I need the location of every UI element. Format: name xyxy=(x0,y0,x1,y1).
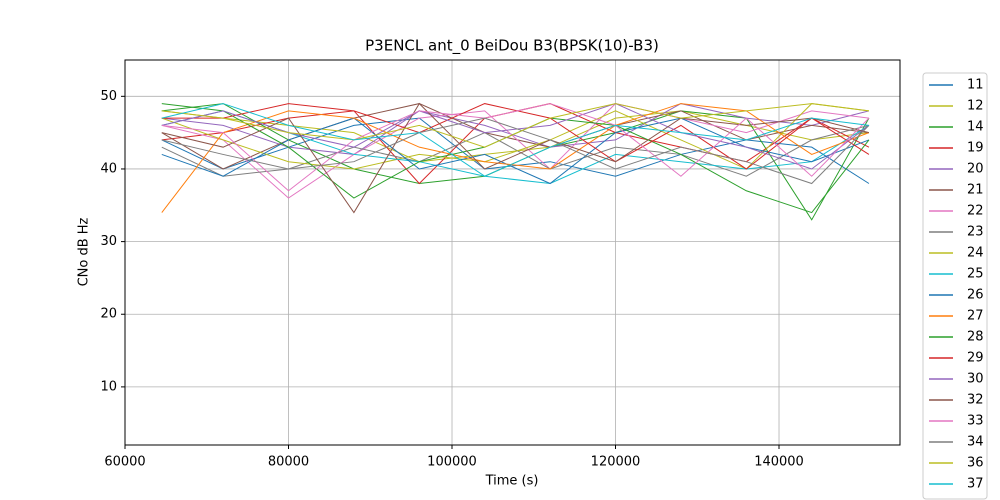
legend-label: 23 xyxy=(967,225,984,240)
series-line xyxy=(161,103,869,148)
plot-frame xyxy=(124,59,901,446)
legend-label: 22 xyxy=(967,204,984,219)
y-tick-label: 20 xyxy=(100,307,117,322)
x-tick-label: 80000 xyxy=(268,455,309,470)
x-tick-label: 140000 xyxy=(754,455,804,470)
legend-label: 14 xyxy=(967,120,984,135)
legend-label: 20 xyxy=(967,162,984,177)
legend-label: 34 xyxy=(967,435,984,450)
legend-label: 29 xyxy=(967,351,984,366)
x-axis-label: Time (s) xyxy=(485,474,539,489)
y-tick-label: 50 xyxy=(100,89,117,104)
series-line xyxy=(161,103,869,199)
series-line xyxy=(161,103,870,213)
series-line xyxy=(161,102,870,214)
series-line xyxy=(161,103,870,155)
y-tick-label: 30 xyxy=(100,234,117,249)
legend-box xyxy=(922,72,988,500)
y-tick-label: 40 xyxy=(100,161,117,176)
legend-label: 25 xyxy=(967,267,984,282)
legend-label: 36 xyxy=(967,456,984,471)
legend-label: 12 xyxy=(967,99,984,114)
legend-label: 26 xyxy=(967,288,984,303)
legend-label: 24 xyxy=(967,246,984,261)
legend-label: 28 xyxy=(967,330,984,345)
legend-label: 32 xyxy=(967,393,984,408)
legend-label: 37 xyxy=(967,477,984,492)
legend-label: 33 xyxy=(967,414,984,429)
y-axis-label: CNo dB Hz xyxy=(77,217,92,286)
chart-title: P3ENCL ant_0 BeiDou B3(BPSK(10)-B3) xyxy=(365,37,659,56)
series-line xyxy=(161,117,870,185)
legend-label: 11 xyxy=(967,78,984,93)
series-line xyxy=(161,103,870,221)
y-tick-label: 10 xyxy=(100,379,117,394)
x-tick-label: 60000 xyxy=(104,455,145,470)
series-line xyxy=(161,103,869,177)
series-line xyxy=(161,117,870,185)
legend-label: 19 xyxy=(967,141,984,156)
legend-label: 27 xyxy=(967,309,984,324)
series-line xyxy=(161,103,870,192)
legend-label: 30 xyxy=(967,372,984,387)
x-tick-label: 100000 xyxy=(427,455,477,470)
series-line xyxy=(161,103,869,170)
x-tick-label: 120000 xyxy=(591,455,641,470)
legend-label: 21 xyxy=(967,183,984,198)
